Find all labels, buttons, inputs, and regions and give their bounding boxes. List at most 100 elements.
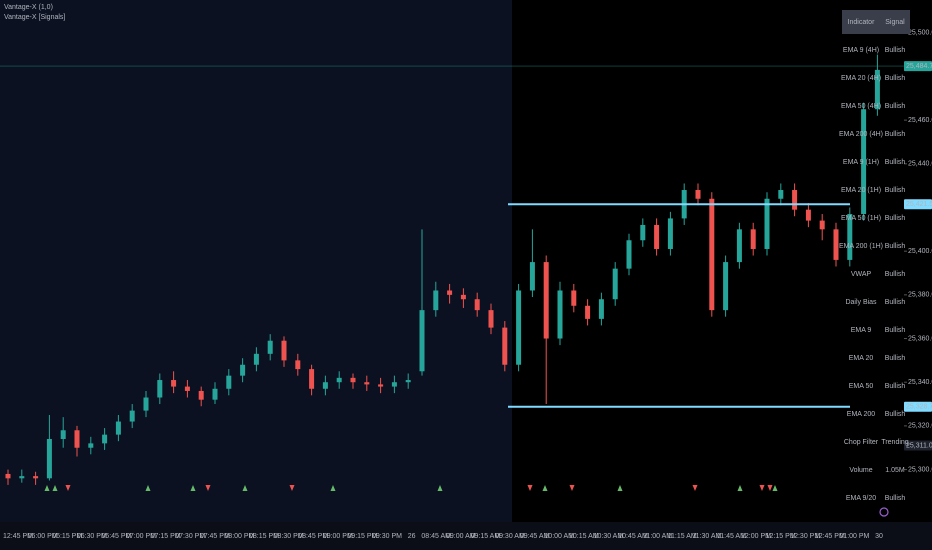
- table-indicator: EMA 9: [851, 327, 872, 334]
- candle-body: [723, 262, 729, 311]
- table-indicator: EMA 50 (1H): [841, 215, 881, 222]
- table-signal: Bullish: [885, 215, 906, 222]
- candle-body: [60, 430, 66, 440]
- y-tick-label: 25,400.00: [908, 248, 932, 255]
- candle-body: [19, 476, 25, 479]
- table-indicator: EMA 50: [849, 383, 874, 390]
- y-tick-label: 25,460.00: [908, 117, 932, 124]
- table-signal: Bullish: [885, 47, 906, 54]
- candle-body: [378, 384, 384, 387]
- candle-body: [640, 224, 646, 241]
- candle-body: [667, 218, 673, 249]
- candle-body: [488, 310, 494, 328]
- candle-body: [612, 268, 618, 300]
- candle-body: [88, 443, 94, 448]
- signal-marker: [437, 485, 443, 491]
- table-header: Indicator: [848, 19, 876, 26]
- table-header-bg: [842, 10, 910, 34]
- table-signal: Bullish: [885, 243, 906, 250]
- signal-marker: [330, 485, 336, 491]
- candle-body: [474, 299, 480, 311]
- signal-marker: [737, 485, 743, 491]
- x-tick-label: 10:15 AM: [569, 533, 599, 540]
- candle-body: [543, 262, 549, 339]
- x-tick-label: 12:00 PM: [741, 533, 771, 540]
- x-tick-label: 12:30 PM: [790, 533, 820, 540]
- candle-body: [157, 380, 163, 398]
- candle-body: [143, 397, 149, 411]
- table-indicator: EMA 20 (1H): [841, 187, 881, 194]
- table-indicator: VWAP: [851, 271, 872, 278]
- x-tick-label: 12:45 PM: [3, 533, 33, 540]
- x-tick-label: 06:45 PM: [101, 533, 131, 540]
- table-signal: Bullish: [885, 271, 906, 278]
- candle-body: [74, 430, 80, 448]
- table-indicator: EMA 9 (4H): [843, 47, 879, 54]
- price-tag-label: 25,484.75: [906, 63, 932, 70]
- x-tick-label: 07:45 PM: [200, 533, 230, 540]
- logo: [879, 507, 889, 517]
- candle-body: [240, 364, 246, 376]
- price-tag: [904, 61, 932, 72]
- signal-marker: [52, 485, 58, 491]
- session-bg: [512, 0, 932, 522]
- plot: [5, 54, 880, 485]
- table-indicator: Daily Bias: [845, 299, 877, 306]
- x-tick-label: 08:45 AM: [421, 533, 451, 540]
- y-tick-label: 25,440.00: [908, 161, 932, 168]
- table-signal: Bullish: [885, 75, 906, 82]
- signal-marker: [65, 485, 71, 491]
- x-tick-label: 09:30 PM: [372, 533, 402, 540]
- x-tick-label: 09:00 PM: [323, 533, 353, 540]
- table-indicator: Volume: [849, 467, 872, 474]
- candle-body: [516, 290, 522, 365]
- x-tick-label: 08:30 PM: [274, 533, 304, 540]
- table-signal: 1.05M: [885, 467, 905, 474]
- x-tick-label: 01:00 PM: [839, 533, 869, 540]
- table-signal: Bullish: [885, 327, 906, 334]
- candle-body: [267, 340, 273, 354]
- x-tick-label: 07:30 PM: [175, 533, 205, 540]
- signal-marker: [44, 485, 50, 491]
- candle-body: [585, 305, 591, 319]
- candle-body: [819, 220, 825, 230]
- candle-body: [792, 190, 798, 210]
- x-tick-label: 09:15 AM: [471, 533, 501, 540]
- table-signal: Bullish: [885, 131, 906, 138]
- price-tag-label: 25,311.00: [906, 442, 932, 449]
- candle-body: [433, 290, 439, 311]
- x-tick-label: 12:15 PM: [766, 533, 796, 540]
- candle-body: [5, 473, 11, 479]
- table-signal: Bullish: [885, 355, 906, 362]
- x-tick-label: 09:15 PM: [347, 533, 377, 540]
- y-tick-label: 25,340.00: [908, 379, 932, 386]
- candle-body: [281, 340, 287, 361]
- candle-body: [198, 390, 204, 400]
- signal-marker: [772, 485, 778, 491]
- x-tick-label: 09:30 AM: [495, 533, 525, 540]
- table-signal: Bullish: [885, 299, 906, 306]
- signal-marker: [190, 485, 196, 491]
- candle-body: [171, 380, 177, 387]
- signal-marker: [759, 485, 765, 491]
- candle-body: [226, 375, 232, 389]
- table-signal: Bullish: [885, 383, 906, 390]
- table-signal: Bullish: [885, 411, 906, 418]
- x-tick-label: 06:00 PM: [28, 533, 58, 540]
- table-indicator: EMA 200 (4H): [839, 131, 883, 138]
- x-tick-label: 11:45 AM: [717, 533, 746, 540]
- signal-marker: [569, 485, 575, 491]
- candle-body: [447, 290, 453, 295]
- price-tag: [904, 440, 932, 451]
- candle-body: [709, 198, 715, 311]
- indicator-label: Vantage-X (1,0): [4, 4, 53, 11]
- signal-marker: [289, 485, 295, 491]
- signal-marker: [205, 485, 211, 491]
- x-tick-label: 30: [875, 533, 883, 540]
- signal-marker: [145, 485, 151, 491]
- candle-body: [419, 310, 425, 372]
- candle-body: [46, 439, 52, 479]
- table-signal: Trending: [881, 439, 908, 446]
- y-tick-label: 25,300.00: [908, 466, 932, 473]
- candle-body: [874, 69, 880, 110]
